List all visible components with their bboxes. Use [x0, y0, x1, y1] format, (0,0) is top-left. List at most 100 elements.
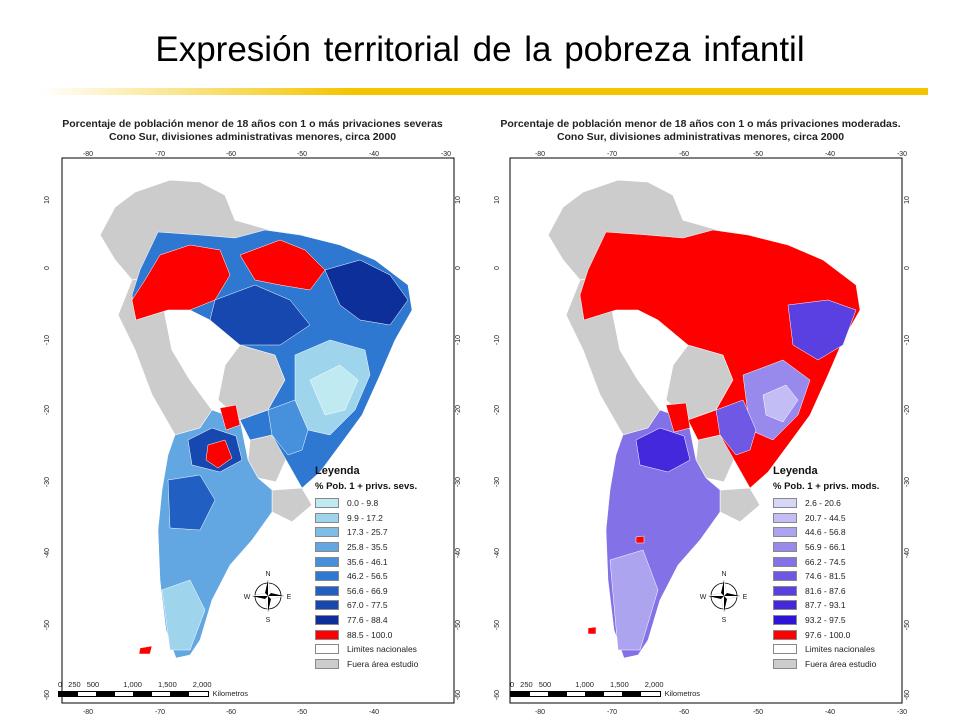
legend-label: Fuera área estudio: [805, 658, 877, 669]
legend-swatch: [315, 585, 339, 596]
lat-tick: -50: [455, 620, 462, 630]
legend-label: 17.3 - 25.7: [347, 527, 388, 538]
legend-label: 56.9 - 66.1: [805, 542, 846, 553]
lat-tick: 10: [904, 196, 911, 204]
lat-tick: -20: [455, 405, 462, 415]
lon-tick: -80: [83, 709, 93, 716]
lat-tick: -60: [455, 690, 462, 700]
scale-label: 0: [58, 680, 63, 689]
lat-tick: -40: [904, 548, 911, 558]
lat-tick: 0: [494, 266, 501, 270]
legend-class: 66.2 - 74.5: [773, 554, 918, 569]
legend-swatch: [773, 615, 797, 626]
legend-swatch: [773, 658, 797, 669]
region-very-high: [324, 259, 409, 326]
lat-tick: -40: [44, 548, 51, 558]
lon-tick: -30: [897, 151, 907, 158]
legend-swatch: [773, 542, 797, 553]
legend-class: 9.9 - 17.2: [315, 511, 460, 526]
legend-swatch: [773, 556, 797, 567]
lat-tick: -10: [494, 335, 501, 345]
legend-class: 2.6 - 20.6: [773, 496, 918, 511]
legend-title: Leyenda: [773, 465, 818, 477]
scale-label: 500: [538, 680, 552, 689]
scale-label: 1,000: [575, 680, 594, 689]
legend-swatch: [315, 556, 339, 567]
legend-items: 2.6 - 20.6 20.7 - 44.5 44.6 - 56.8 56.9 - 6…: [773, 496, 918, 671]
legend-label: 44.6 - 56.8: [805, 527, 846, 538]
compass-e: E: [743, 594, 748, 601]
legend-label: 46.2 - 56.5: [347, 571, 388, 582]
legend-class: 87.7 - 93.1: [773, 598, 918, 613]
region-light: [161, 579, 206, 651]
legend-extra: Fuera área estudio: [773, 657, 918, 672]
lat-tick: -60: [904, 690, 911, 700]
scale-label: 1,500: [609, 680, 629, 689]
scale-label: 500: [86, 680, 100, 689]
legend: Leyenda % Pob. 1 + privs. mods. 2.6 - 20…: [773, 465, 918, 671]
lat-tick: -50: [494, 620, 501, 630]
lat-tick: -50: [904, 620, 911, 630]
legend-label: Fuera área estudio: [347, 658, 419, 669]
map-title: Porcentaje de población menor de 18 años…: [40, 118, 465, 144]
legend-subtitle: % Pob. 1 + privs. sevs.: [315, 481, 418, 492]
region-high-deprivation: [635, 535, 645, 544]
lon-tick: -40: [825, 151, 835, 158]
map-panel-moderate: Porcentaje de población menor de 18 años…: [488, 110, 913, 720]
lat-tick: -30: [44, 477, 51, 487]
lat-tick: -20: [44, 405, 51, 415]
longitude-ticks-bottom: -80 -70 -60 -50 -40 -30: [535, 709, 907, 716]
legend-class: 88.5 - 100.0: [315, 627, 460, 642]
legend-swatch: [315, 658, 339, 669]
lat-tick: -30: [455, 477, 462, 487]
lon-tick: -60: [679, 151, 689, 158]
lon-tick: -70: [607, 151, 617, 158]
legend-class: 25.8 - 35.5: [315, 540, 460, 555]
legend-class: 74.6 - 81.5: [773, 569, 918, 584]
latitude-ticks-right: 10 0 -10 -20 -30 -40 -50 -60: [455, 196, 462, 700]
legend-extra: Limites nacionales: [315, 642, 460, 657]
legend-swatch: [773, 498, 797, 509]
lat-tick: -20: [904, 405, 911, 415]
legend-label: 67.0 - 77.5: [347, 600, 388, 611]
compass-s: S: [266, 617, 271, 624]
legend-label: 74.6 - 81.5: [805, 571, 846, 582]
latitude-ticks-left: 10 0 -10 -20 -30 -40 -50 -60: [494, 196, 501, 700]
legend-label: 87.7 - 93.1: [805, 600, 846, 611]
legend-swatch: [315, 512, 339, 523]
lon-tick: -50: [297, 151, 307, 158]
legend-swatch: [773, 585, 797, 596]
map-title-line1: Porcentaje de población menor de 18 años…: [62, 118, 443, 130]
region-medium: [715, 399, 757, 456]
lat-tick: -20: [494, 405, 501, 415]
lon-tick: -60: [226, 151, 236, 158]
legend-label: 77.6 - 88.4: [347, 615, 388, 626]
region-high-deprivation: [138, 645, 153, 655]
legend-extra: Limites nacionales: [773, 642, 918, 657]
legend-label: 81.6 - 87.6: [805, 585, 846, 596]
lat-tick: -10: [455, 335, 462, 345]
legend-label: 56.6 - 66.9: [347, 585, 388, 596]
latitude-ticks-left: 10 0 -10 -20 -30 -40 -50 -60: [44, 196, 51, 700]
legend-swatch: [315, 644, 339, 655]
legend-class: 44.6 - 56.8: [773, 525, 918, 540]
lat-tick: 0: [44, 266, 51, 270]
compass-n: N: [721, 571, 726, 578]
scale-bar-graphic: [510, 691, 661, 697]
lon-tick: -40: [369, 151, 379, 158]
lat-tick: -40: [455, 548, 462, 558]
legend-label: 9.9 - 17.2: [347, 512, 383, 523]
region-high: [209, 284, 311, 346]
legend-class: 56.9 - 66.1: [773, 540, 918, 555]
map-canvas: -80 -70 -60 -50 -40 -30 -80 -70 -60 -50 …: [44, 151, 462, 716]
scale-label: 1,500: [157, 680, 177, 689]
legend-label: 25.8 - 35.5: [347, 542, 388, 553]
legend-swatch: [315, 629, 339, 640]
scale-bar: 0 250 500 1,000 1,500 2,000 Kilometros: [510, 680, 700, 698]
region-medium: [787, 299, 857, 361]
legend-class: 77.6 - 88.4: [315, 613, 460, 628]
legend-extra: Fuera área estudio: [315, 657, 460, 672]
legend-class: 67.0 - 77.5: [315, 598, 460, 613]
legend-swatch: [773, 644, 797, 655]
legend-label: 20.7 - 44.5: [805, 512, 846, 523]
